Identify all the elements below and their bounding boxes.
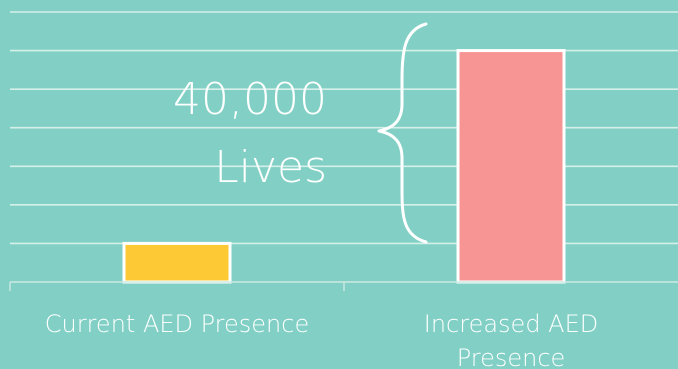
x-tick-label-1: Current AED Presence xyxy=(45,310,309,338)
bar-2 xyxy=(456,49,566,284)
annotation-value: 40,000 xyxy=(173,74,327,125)
gridlines xyxy=(10,11,678,245)
bar-1 xyxy=(122,241,232,284)
x-axis xyxy=(9,281,678,291)
curly-brace-icon xyxy=(377,22,428,244)
x-tick-labels: Current AED Presence Increased AED Presenc… xyxy=(45,310,598,369)
annotation-label: Lives xyxy=(214,142,327,193)
x-tick-label-2: Increased AED Presence xyxy=(424,310,599,369)
